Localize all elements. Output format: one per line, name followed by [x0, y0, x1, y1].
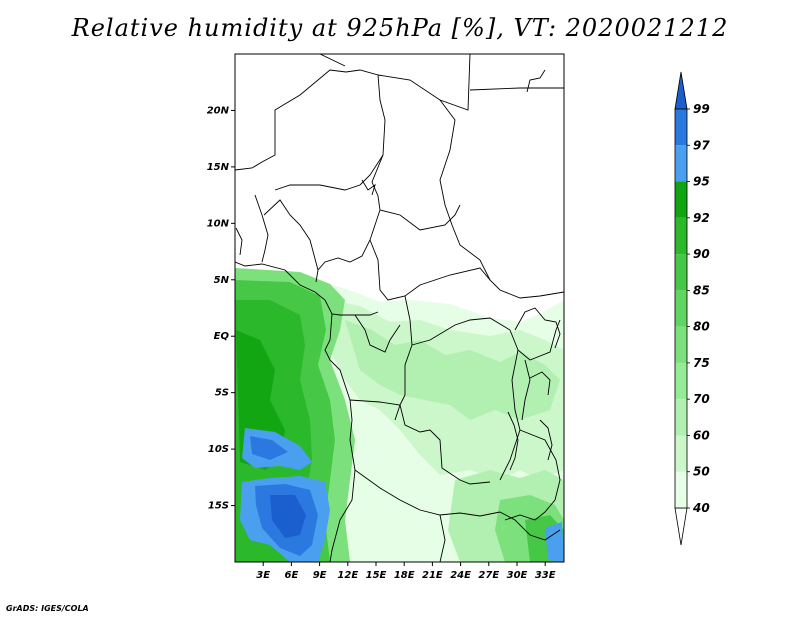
humidity-field [235, 54, 564, 562]
colorbar-label: 80 [693, 320, 710, 334]
lon-tick-label: 33E [535, 570, 556, 581]
lon-tick-label: 24E [450, 570, 471, 581]
colorbar-segment [675, 290, 687, 327]
colorbar-label: 85 [693, 283, 710, 297]
colorbar-label: 99 [693, 102, 710, 116]
lat-tick-label: 5N [214, 275, 230, 286]
lon-tick-label: 9E [313, 570, 327, 581]
colorbar-segment [674, 71, 688, 110]
colorbar: 40 50 60 70 75 80 85 90 92 95 97 99 [674, 71, 710, 546]
colorbar-label: 95 [693, 175, 710, 189]
colorbar-segment [675, 254, 687, 291]
lon-tick-label: 30E [507, 570, 528, 581]
colorbar-segment [675, 109, 687, 146]
colorbar-label: 40 [692, 501, 710, 515]
country-boundaries [235, 54, 564, 562]
lat-tick-label: 10S [208, 444, 229, 455]
map-title: Relative humidity at 925hPa [%], VT: 202… [71, 14, 729, 42]
colorbar-label: 92 [693, 211, 710, 225]
colorbar-segment [675, 435, 687, 472]
lat-tick-label: 15S [208, 501, 229, 512]
lat-tick-label: EQ [214, 331, 230, 342]
grads-credit: GrADS: IGES/COLA [6, 604, 89, 613]
colorbar-segment [675, 145, 687, 182]
colorbar-segment [674, 507, 688, 546]
lat-tick-label: 15N [207, 162, 230, 173]
colorbar-label: 60 [693, 428, 710, 442]
lat-tick-label: 10N [207, 218, 230, 229]
colorbar-segment [675, 471, 687, 508]
colorbar-segment [675, 399, 687, 436]
lon-tick-label: 15E [366, 570, 387, 581]
lon-tick-label: 21E [422, 570, 443, 581]
lon-tick-label: 27E [478, 570, 499, 581]
lon-tick-label: 6E [285, 570, 299, 581]
colorbar-segment [675, 326, 687, 363]
lon-tick-label: 12E [337, 570, 358, 581]
lon-tick-label: 18E [394, 570, 415, 581]
latitude-axis: 20N 15N 10N 5N EQ 5S 10S 15S [207, 105, 235, 512]
colorbar-label: 97 [693, 138, 710, 152]
colorbar-label: 50 [693, 465, 710, 479]
lat-tick-label: 20N [207, 105, 230, 116]
colorbar-label: 90 [693, 247, 710, 261]
colorbar-label: 75 [693, 356, 710, 370]
colorbar-segment [675, 181, 687, 218]
longitude-axis: 3E 6E 9E 12E 15E 18E 21E 24E 27E 30E 33E [256, 562, 556, 581]
colorbar-segment [675, 217, 687, 255]
humidity-region-70 [345, 320, 560, 420]
lon-tick-label: 3E [256, 570, 270, 581]
colorbar-label: 70 [693, 392, 710, 406]
colorbar-segment [675, 362, 687, 400]
lat-tick-label: 5S [215, 388, 229, 399]
map-frame [234, 53, 565, 563]
